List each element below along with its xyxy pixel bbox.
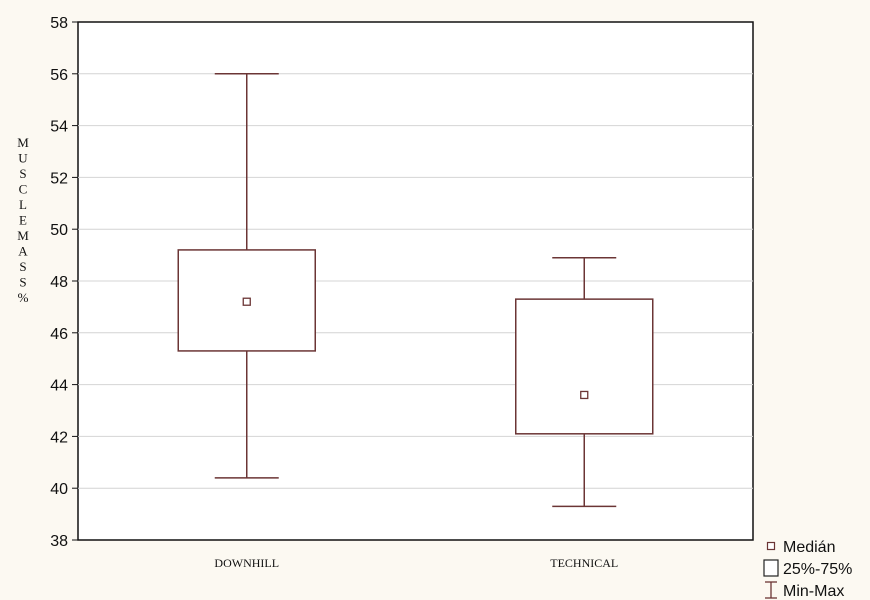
legend-label: Medián <box>783 539 835 556</box>
x-category-label: DOWNHILL <box>214 556 279 570</box>
y-tick-label: 38 <box>50 533 68 550</box>
median-legend-icon <box>766 541 776 551</box>
y-axis-title-char: S <box>19 275 26 290</box>
box-downhill <box>177 73 316 479</box>
median-marker <box>580 390 589 400</box>
y-axis-title-char: S <box>19 166 26 181</box>
y-axis-title-char: C <box>19 182 28 197</box>
y-tick-label: 48 <box>50 274 68 291</box>
y-axis-title-char: A <box>18 244 28 259</box>
legend: Medián 25%-75% Min-Max <box>763 539 852 600</box>
boxes-layer <box>177 73 654 508</box>
legend-label: Min-Max <box>783 583 844 600</box>
y-axis-ticks: 38 40 42 44 46 48 50 52 54 56 58 <box>50 15 78 550</box>
y-tick-label: 56 <box>50 67 68 84</box>
y-tick-label: 50 <box>50 222 68 239</box>
y-axis-title-char: E <box>19 213 27 228</box>
y-axis-title-char: S <box>19 259 26 274</box>
y-axis-title-char: M <box>17 135 29 150</box>
y-axis-title-char: M <box>17 228 29 243</box>
y-axis-title-char: L <box>19 197 27 212</box>
y-tick-label: 44 <box>50 378 68 395</box>
legend-item-box: 25%-75% <box>763 559 852 578</box>
box-legend-icon <box>763 559 779 577</box>
y-tick-label: 46 <box>50 326 68 343</box>
iqr-box <box>515 298 654 435</box>
x-axis-labels: DOWNHILL TECHNICAL <box>214 556 618 570</box>
gridlines-layer <box>78 73 753 489</box>
y-tick-label: 54 <box>50 119 68 136</box>
y-axis-title-char: U <box>18 151 28 166</box>
y-tick-label: 52 <box>50 170 68 187</box>
y-tick-label: 42 <box>50 429 68 446</box>
legend-item-whisker: Min-Max <box>765 581 844 600</box>
median-marker <box>242 297 251 306</box>
y-tick-label: 58 <box>50 15 68 32</box>
y-axis-title-char: % <box>18 290 29 305</box>
x-category-label: TECHNICAL <box>550 556 618 570</box>
y-tick-label: 40 <box>50 481 68 498</box>
legend-item-median: Medián <box>766 539 835 556</box>
whisker-legend-icon <box>765 581 777 599</box>
legend-label: 25%-75% <box>783 561 852 578</box>
box-technical <box>515 256 654 508</box>
